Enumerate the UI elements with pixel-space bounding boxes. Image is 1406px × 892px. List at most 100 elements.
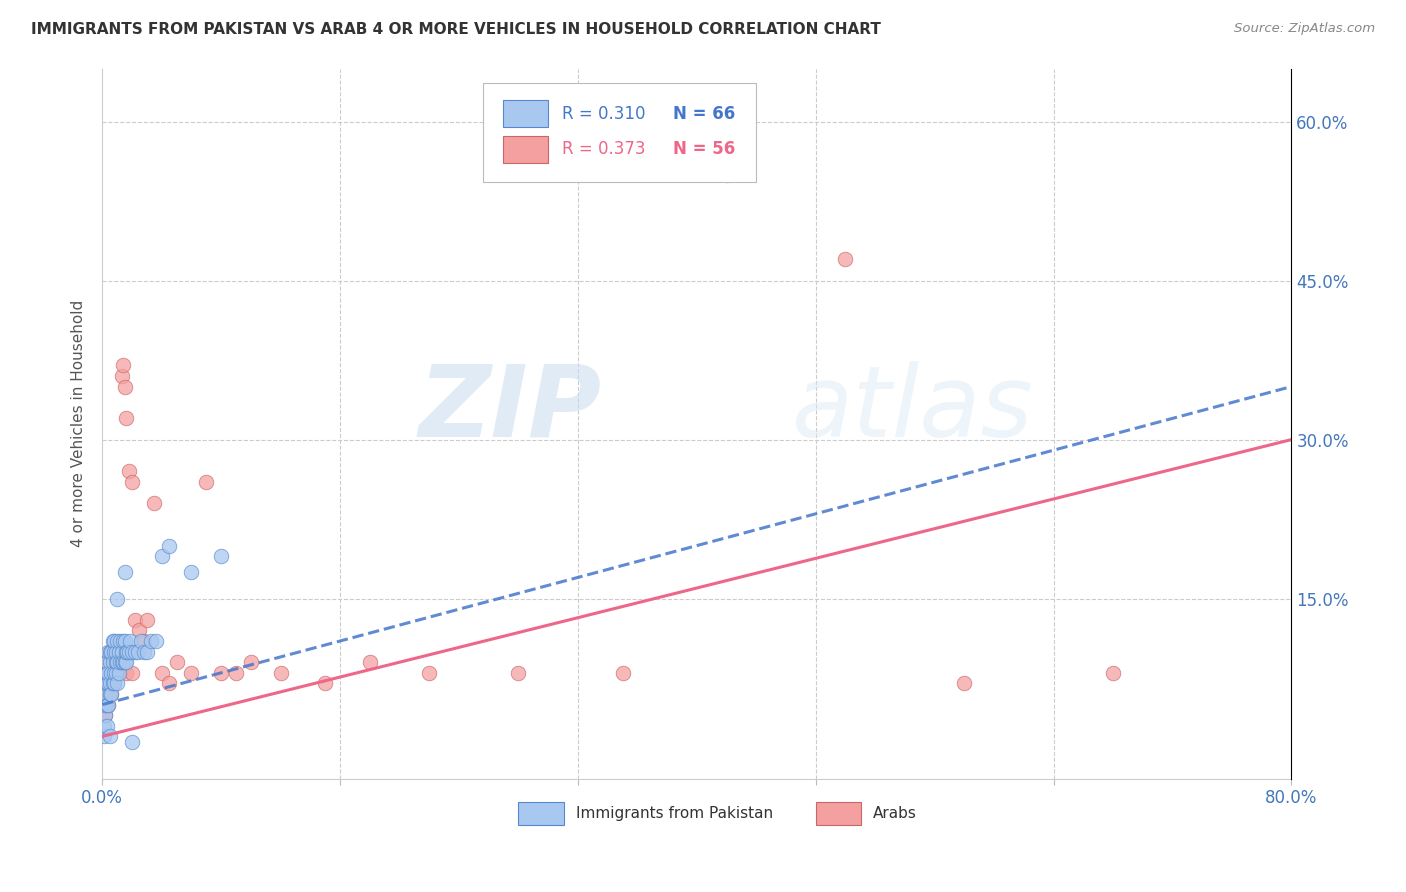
- Point: [195, 475, 218, 489]
- Point: [94, 708, 117, 723]
- Point: [129, 634, 152, 648]
- Point: [150, 549, 173, 564]
- Point: [108, 655, 131, 669]
- Point: [225, 665, 247, 680]
- Point: [157, 676, 180, 690]
- Point: [103, 676, 125, 690]
- Point: [94, 687, 117, 701]
- Point: [96, 719, 118, 733]
- Point: [101, 655, 124, 669]
- Point: [104, 665, 127, 680]
- Point: [128, 624, 150, 638]
- Point: [141, 634, 163, 648]
- Point: [145, 634, 167, 648]
- Point: [166, 655, 188, 669]
- FancyBboxPatch shape: [503, 101, 548, 128]
- Point: [127, 645, 149, 659]
- Text: N = 66: N = 66: [673, 105, 735, 123]
- Point: [98, 676, 121, 690]
- Point: [103, 634, 125, 648]
- Point: [115, 665, 138, 680]
- Point: [114, 634, 136, 648]
- Point: [612, 665, 634, 680]
- Point: [117, 645, 139, 659]
- Point: [105, 676, 128, 690]
- Point: [98, 655, 121, 669]
- Point: [111, 655, 134, 669]
- Point: [94, 708, 117, 723]
- Point: [132, 634, 155, 648]
- Point: [270, 665, 292, 680]
- Point: [105, 634, 128, 648]
- Point: [111, 634, 134, 648]
- Point: [93, 687, 115, 701]
- Point: [98, 645, 121, 659]
- Point: [107, 655, 129, 669]
- Point: [103, 676, 125, 690]
- Point: [121, 665, 143, 680]
- Text: IMMIGRANTS FROM PAKISTAN VS ARAB 4 OR MORE VEHICLES IN HOUSEHOLD CORRELATION CHA: IMMIGRANTS FROM PAKISTAN VS ARAB 4 OR MO…: [31, 22, 880, 37]
- Point: [97, 655, 120, 669]
- Point: [105, 591, 128, 606]
- Point: [121, 645, 143, 659]
- Point: [103, 645, 125, 659]
- Text: R = 0.310: R = 0.310: [562, 105, 645, 123]
- Point: [135, 613, 157, 627]
- Point: [110, 655, 132, 669]
- Point: [239, 655, 262, 669]
- Point: [98, 730, 121, 744]
- Point: [124, 613, 146, 627]
- Point: [94, 676, 117, 690]
- Point: [97, 698, 120, 712]
- Point: [105, 645, 128, 659]
- Point: [118, 464, 141, 478]
- Y-axis label: 4 or more Vehicles in Household: 4 or more Vehicles in Household: [72, 300, 86, 548]
- Point: [953, 676, 976, 690]
- Point: [96, 655, 118, 669]
- Point: [114, 379, 136, 393]
- FancyBboxPatch shape: [815, 802, 860, 825]
- Point: [103, 665, 125, 680]
- Point: [96, 676, 118, 690]
- Point: [107, 665, 129, 680]
- Point: [105, 655, 128, 669]
- Point: [104, 665, 127, 680]
- FancyBboxPatch shape: [503, 136, 548, 163]
- Point: [93, 730, 115, 744]
- Point: [97, 665, 120, 680]
- Point: [96, 655, 118, 669]
- Point: [96, 698, 118, 712]
- Point: [96, 698, 118, 712]
- Text: atlas: atlas: [792, 361, 1033, 458]
- Point: [150, 665, 173, 680]
- Point: [97, 676, 120, 690]
- Point: [98, 645, 121, 659]
- Point: [135, 645, 157, 659]
- Point: [101, 655, 124, 669]
- Point: [115, 645, 138, 659]
- FancyBboxPatch shape: [519, 802, 564, 825]
- Point: [104, 655, 127, 669]
- Point: [111, 359, 134, 373]
- Point: [98, 665, 121, 680]
- Point: [114, 565, 136, 579]
- Point: [108, 634, 131, 648]
- Point: [124, 645, 146, 659]
- Point: [508, 665, 530, 680]
- Point: [834, 252, 856, 267]
- Text: R = 0.373: R = 0.373: [562, 141, 645, 159]
- Point: [103, 655, 125, 669]
- Point: [209, 665, 232, 680]
- Text: ZIP: ZIP: [419, 361, 602, 458]
- Point: [114, 655, 136, 669]
- Point: [121, 475, 143, 489]
- Point: [101, 634, 124, 648]
- Point: [97, 676, 120, 690]
- Point: [104, 645, 127, 659]
- Point: [110, 645, 132, 659]
- Point: [115, 411, 138, 425]
- Point: [418, 665, 440, 680]
- Point: [110, 368, 132, 383]
- Point: [209, 549, 232, 564]
- Point: [359, 655, 381, 669]
